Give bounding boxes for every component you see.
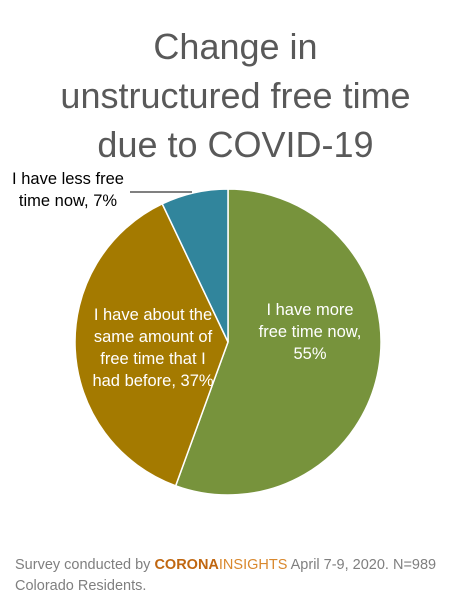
title-line: Change in	[153, 26, 318, 67]
footer: Survey conducted by CORONAINSIGHTS April…	[15, 555, 455, 597]
title-line: due to COVID-19	[97, 124, 374, 165]
data-label: I have more free time now, 55%	[258, 301, 362, 363]
brand: CORONA	[154, 557, 219, 573]
data-label: I have about the same amount of free tim…	[92, 306, 214, 390]
data-label: I have less free time now, 7%	[12, 170, 124, 210]
pie-slice	[74, 202, 229, 487]
brand: INSIGHTS	[218, 557, 288, 573]
title-line: unstructured free time	[60, 75, 411, 116]
pie-slice	[174, 188, 382, 496]
chart-title: Change in unstructured free time due to CO…	[0, 22, 471, 169]
footer-text: Survey conducted by	[15, 557, 151, 573]
pie-slice	[161, 188, 229, 343]
footer-text: April 7-9, 2020. N=989 Colorado Resident…	[15, 557, 437, 594]
